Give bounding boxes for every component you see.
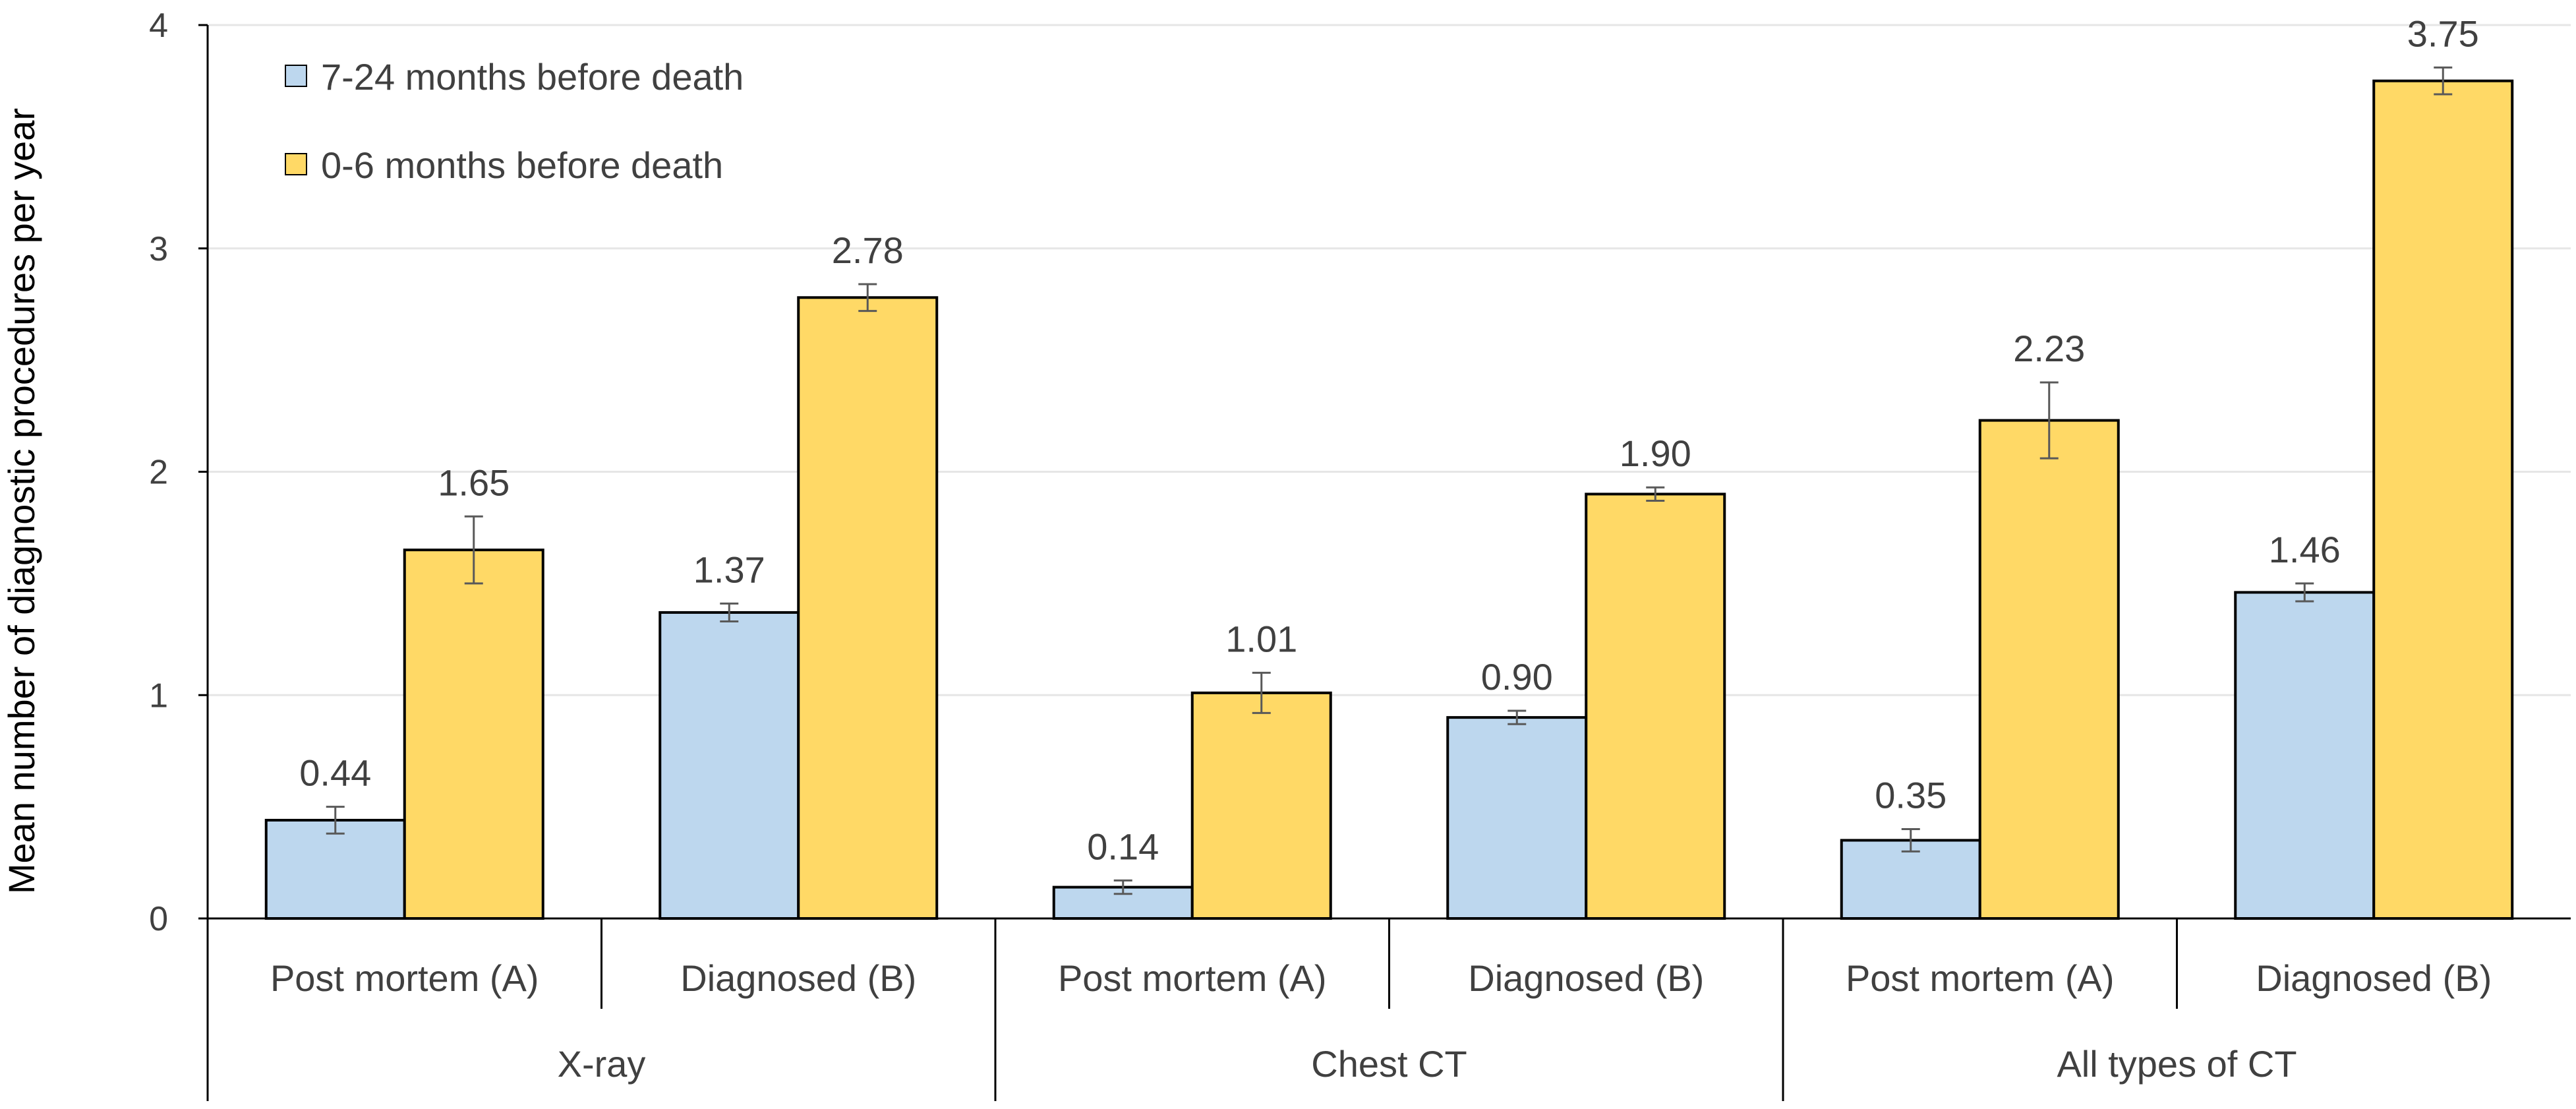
labels: 0 1 2 3 4 0.44 1.37 0.14 0.90 0.35 1.46 1.65 2.78 1.0… (149, 7, 2492, 1085)
y-tick-label-3: 3 (149, 230, 168, 268)
bar-series-2-0 (403, 549, 544, 920)
group-label-2: All types of CT (2057, 1043, 2297, 1085)
bar-series-2-3 (1585, 493, 1726, 920)
y-tick-label-2: 2 (149, 454, 168, 492)
y-tick-label-0: 0 (149, 900, 168, 938)
data-label-series-2-0: 1.65 (438, 462, 510, 503)
y-tick-label-4: 4 (149, 7, 168, 45)
axes (198, 24, 2571, 1101)
data-label-series-2-2: 1.01 (1225, 618, 1297, 659)
legend-swatch-series-1 (285, 65, 307, 87)
group-label-0: X-ray (558, 1043, 646, 1085)
bar-series-1-1 (659, 611, 800, 920)
data-label-series-1-0: 0.44 (299, 752, 371, 794)
category-label-3: Diagnosed (B) (1468, 957, 1704, 999)
data-label-series-1-1: 1.37 (693, 549, 765, 590)
category-label-1: Diagnosed (B) (680, 957, 916, 999)
data-label-series-2-3: 1.90 (1620, 433, 1691, 474)
data-label-series-2-5: 3.75 (2407, 13, 2479, 54)
category-label-4: Post mortem (A) (1846, 957, 2115, 999)
bar-series-2-2 (1190, 691, 1332, 920)
bar-series-2-4 (1978, 419, 2120, 920)
data-label-series-2-4: 2.23 (2013, 328, 2085, 369)
bar-series-2-1 (797, 296, 939, 920)
group-label-1: Chest CT (1311, 1043, 1467, 1085)
bar-series-1-3 (1446, 716, 1588, 920)
data-label-series-1-4: 0.35 (1875, 775, 1947, 816)
bar-series-1-0 (264, 818, 406, 920)
category-label-0: Post mortem (A) (270, 957, 539, 999)
gridlines (208, 24, 2571, 696)
legend-swatch-series-2 (285, 153, 307, 175)
y-tick-label-1: 1 (149, 676, 168, 715)
bar-series-2-5 (2372, 79, 2514, 920)
data-label-series-1-5: 1.46 (2269, 529, 2341, 570)
legend: 7-24 months before death 0-6 months befo… (285, 56, 744, 186)
category-label-5: Diagnosed (B) (2256, 957, 2492, 999)
data-label-series-2-1: 2.78 (832, 229, 904, 271)
legend-label-series-2: 0-6 months before death (321, 144, 723, 186)
bar-series-1-5 (2234, 591, 2376, 920)
bars (264, 66, 2514, 920)
legend-label-series-1: 7-24 months before death (321, 56, 744, 98)
y-axis-title: Mean number of diagnostic procedures per… (1, 108, 42, 894)
category-label-2: Post mortem (A) (1058, 957, 1327, 999)
data-label-series-1-2: 0.14 (1087, 825, 1159, 867)
data-label-series-1-3: 0.90 (1481, 656, 1553, 698)
